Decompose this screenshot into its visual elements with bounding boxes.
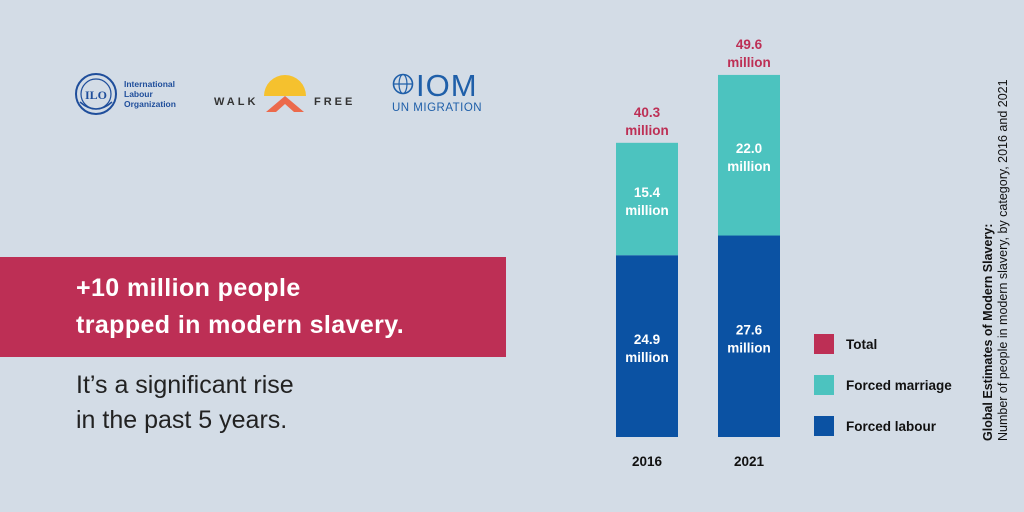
x-tick-label-2021: 2021 xyxy=(734,454,765,469)
total-label-2021: 49.6 million xyxy=(727,37,771,70)
walkfree-logo: WALK FREE xyxy=(214,74,364,114)
total-label-2016: 40.3 million xyxy=(625,105,669,138)
headline-line1: +10 million people xyxy=(76,274,301,302)
walkfree-sun-icon xyxy=(264,75,306,112)
walkfree-word1: WALK xyxy=(214,96,259,108)
data-label-forced-labour-2021: 27.6 million xyxy=(727,322,771,355)
svg-text:ILO: ILO xyxy=(85,88,107,102)
legend-label-total: Total xyxy=(846,336,878,352)
chart-title: Global Estimates of Modern Slavery: xyxy=(981,223,995,441)
subheadline-line1: It’s a significant rise xyxy=(76,371,294,399)
headline: +10 million people trapped in modern sla… xyxy=(76,270,506,344)
subheadline: It’s a significant rise in the past 5 ye… xyxy=(76,368,476,438)
bar-forced-marriage-2016 xyxy=(616,142,678,256)
iom-tagline: UN MIGRATION xyxy=(392,102,483,114)
chart-side-title: Global Estimates of Modern Slavery: Numb… xyxy=(981,71,1011,441)
legend-label-forced-labour: Forced labour xyxy=(846,418,937,434)
ilo-line2: Labour xyxy=(124,89,153,99)
legend-item-forced-marriage: Forced marriage xyxy=(814,375,952,395)
ilo-line1: International xyxy=(124,79,176,89)
data-label-forced-marriage-2021: 22.0 million xyxy=(727,141,771,174)
ilo-name: International Labour Organization xyxy=(124,79,176,109)
headline-line2: trapped in modern slavery. xyxy=(76,311,405,339)
legend-label-forced-marriage: Forced marriage xyxy=(846,377,952,393)
legend-item-forced-labour: Forced labour xyxy=(814,416,936,436)
data-label-forced-labour-2016: 24.9 million xyxy=(625,332,669,365)
data-label-forced-marriage-2016: 15.4 million xyxy=(625,185,669,218)
subheadline-line2: in the past 5 years. xyxy=(76,406,288,434)
legend-swatch-forced-marriage xyxy=(814,375,834,395)
headline-banner xyxy=(0,257,506,357)
legend-swatch-forced-labour xyxy=(814,416,834,436)
ilo-logo: ILO International Labour Organization xyxy=(74,72,176,116)
ilo-emblem-icon: ILO xyxy=(75,73,117,115)
legend-item-total: Total xyxy=(814,334,877,354)
walkfree-word2: FREE xyxy=(314,96,356,108)
bar-forced-marriage-2021 xyxy=(718,74,780,236)
legend-swatch-total xyxy=(814,334,834,354)
bar-forced-labour-2021 xyxy=(718,235,780,437)
partner-logos: ILO International Labour Organization WA… xyxy=(74,68,514,124)
ilo-line3: Organization xyxy=(124,99,176,109)
x-tick-label-2016: 2016 xyxy=(632,454,663,469)
chart-subtitle: Number of people in modern slavery, by c… xyxy=(996,79,1010,441)
iom-globe-icon xyxy=(392,73,414,95)
iom-name: IOM xyxy=(416,68,478,103)
bar-forced-labour-2016 xyxy=(616,255,678,437)
